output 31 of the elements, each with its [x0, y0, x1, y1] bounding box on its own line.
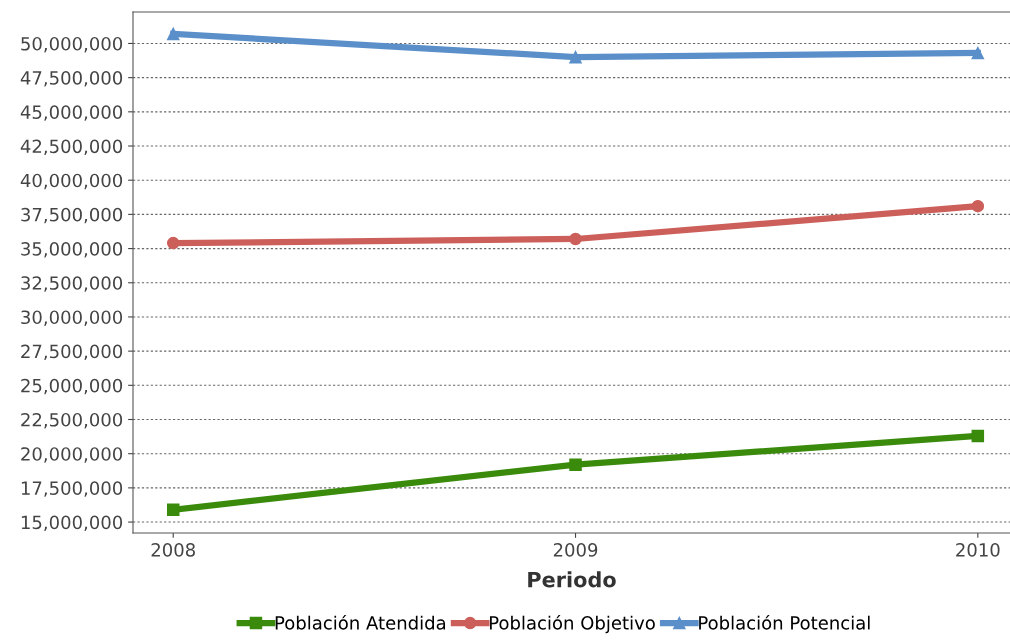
y-tick-label: 25,000,000 [21, 378, 123, 395]
x-tick-label: 2009 [553, 543, 598, 557]
y-tick-label: 37,500,000 [21, 207, 123, 224]
point [971, 46, 985, 60]
x-tick-label: 2010 [956, 543, 1000, 557]
point [971, 429, 985, 443]
point [971, 199, 985, 213]
x-axis-title: Periodo [528, 571, 616, 588]
point [569, 50, 582, 64]
y-tick-label: 50,000,000 [21, 36, 123, 53]
y-tick-label: 35,000,000 [21, 242, 123, 258]
point [166, 27, 180, 41]
legend-label: Población Atendida [275, 614, 446, 630]
y-tick-label: 22,500,000 [21, 412, 123, 429]
point [569, 458, 582, 471]
y-tick-label: 17,500,000 [21, 481, 123, 497]
y-tick-label: 30,000,000 [21, 310, 123, 326]
legend-label: Población Objetivo [489, 614, 655, 634]
point [166, 503, 180, 517]
y-tick-label: 32,500,000 [21, 276, 123, 292]
y-tick-label: 40,000,000 [20, 173, 123, 190]
y-tick-label: 20,000,000 [21, 447, 123, 463]
y-tick-label: 47,500,000 [20, 71, 123, 87]
y-tick-label: 15,000,000 [21, 515, 123, 532]
y-tick-label: 42,500,000 [20, 139, 123, 155]
y-tick-label: 45,000,000 [20, 105, 123, 121]
point [569, 232, 582, 246]
y-tick-label: 27,500,000 [21, 344, 123, 361]
legend-label: Población Potencial [699, 614, 870, 630]
x-tick-label: 2008 [151, 543, 195, 557]
point [166, 236, 180, 250]
